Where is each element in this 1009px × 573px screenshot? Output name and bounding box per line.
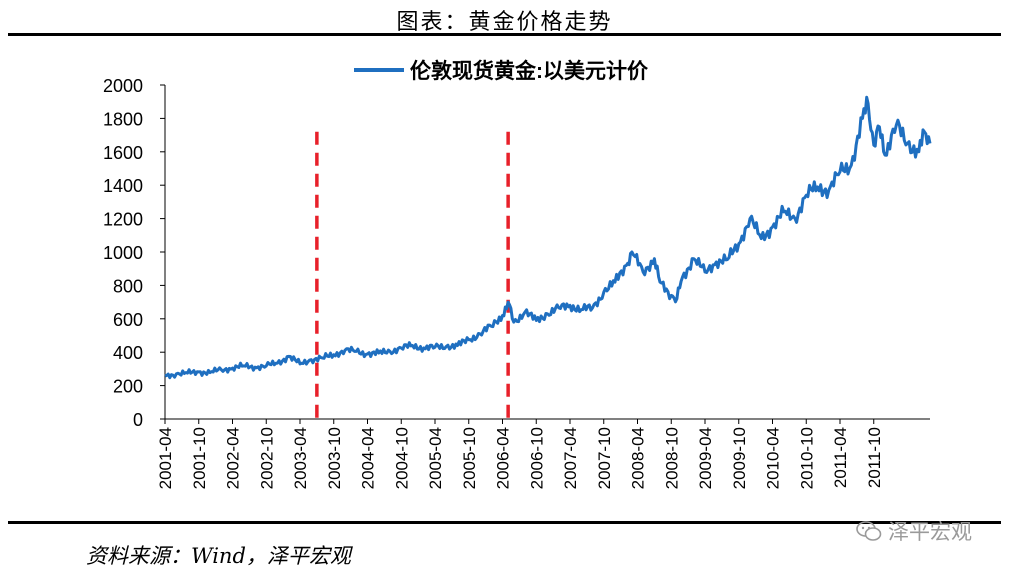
- x-tick-label: 2006-04: [494, 427, 513, 489]
- x-tick-label: 2004-10: [392, 427, 411, 489]
- watermark: 泽平宏观: [856, 516, 972, 546]
- x-tick-label: 2001-10: [190, 427, 209, 489]
- y-tick-label: 2000: [103, 76, 143, 96]
- y-tick-label: 1800: [103, 109, 143, 129]
- y-tick-label: 1600: [103, 143, 143, 163]
- y-tick-label: 1000: [103, 243, 143, 263]
- x-tick-label: 2005-04: [426, 427, 445, 489]
- x-tick-label: 2002-10: [257, 427, 276, 489]
- y-tick-label: 400: [113, 343, 143, 363]
- x-tick-label: 2007-04: [561, 427, 580, 489]
- x-tick-label: 2008-04: [629, 427, 648, 489]
- y-tick-label: 1200: [103, 210, 143, 230]
- x-tick-label: 2004-04: [359, 427, 378, 489]
- x-tick-label: 2007-10: [595, 427, 614, 489]
- x-tick-label: 2001-04: [156, 427, 175, 489]
- x-tick-label: 2010-04: [764, 427, 783, 489]
- figure-title: 图表：黄金价格走势: [396, 10, 613, 35]
- x-tick-label: 2006-10: [527, 427, 546, 489]
- watermark-label: 泽平宏观: [888, 520, 972, 544]
- x-tick-label: 2009-04: [696, 427, 715, 489]
- x-tick-label: 2008-10: [662, 427, 681, 489]
- x-tick-label: 2003-10: [325, 427, 344, 489]
- x-tick-label: 2003-04: [291, 427, 310, 489]
- x-tick-label: 2011-04: [831, 427, 850, 488]
- x-tick-label: 2005-10: [460, 427, 479, 489]
- chart-legend: 伦敦现货黄金:以美元计价: [354, 59, 649, 83]
- x-tick-label: 2011-10: [865, 427, 884, 488]
- legend-label: 伦敦现货黄金:以美元计价: [410, 59, 649, 83]
- y-tick-label: 600: [113, 310, 143, 330]
- x-tick-label: 2002-04: [224, 427, 243, 489]
- top-rule: [8, 33, 1001, 36]
- wechat-icon: [856, 521, 882, 541]
- x-tick-label: 2009-10: [730, 427, 749, 489]
- y-tick-label: 1400: [103, 176, 143, 196]
- bottom-rule: [8, 521, 1001, 524]
- x-tick-label: 2010-10: [797, 427, 816, 489]
- y-tick-label: 0: [133, 410, 143, 430]
- y-tick-label: 200: [113, 377, 143, 397]
- series-line-london-gold: [164, 95, 932, 380]
- source-note: 资料来源：Wind，泽平宏观: [86, 544, 351, 568]
- y-tick-label: 800: [113, 276, 143, 296]
